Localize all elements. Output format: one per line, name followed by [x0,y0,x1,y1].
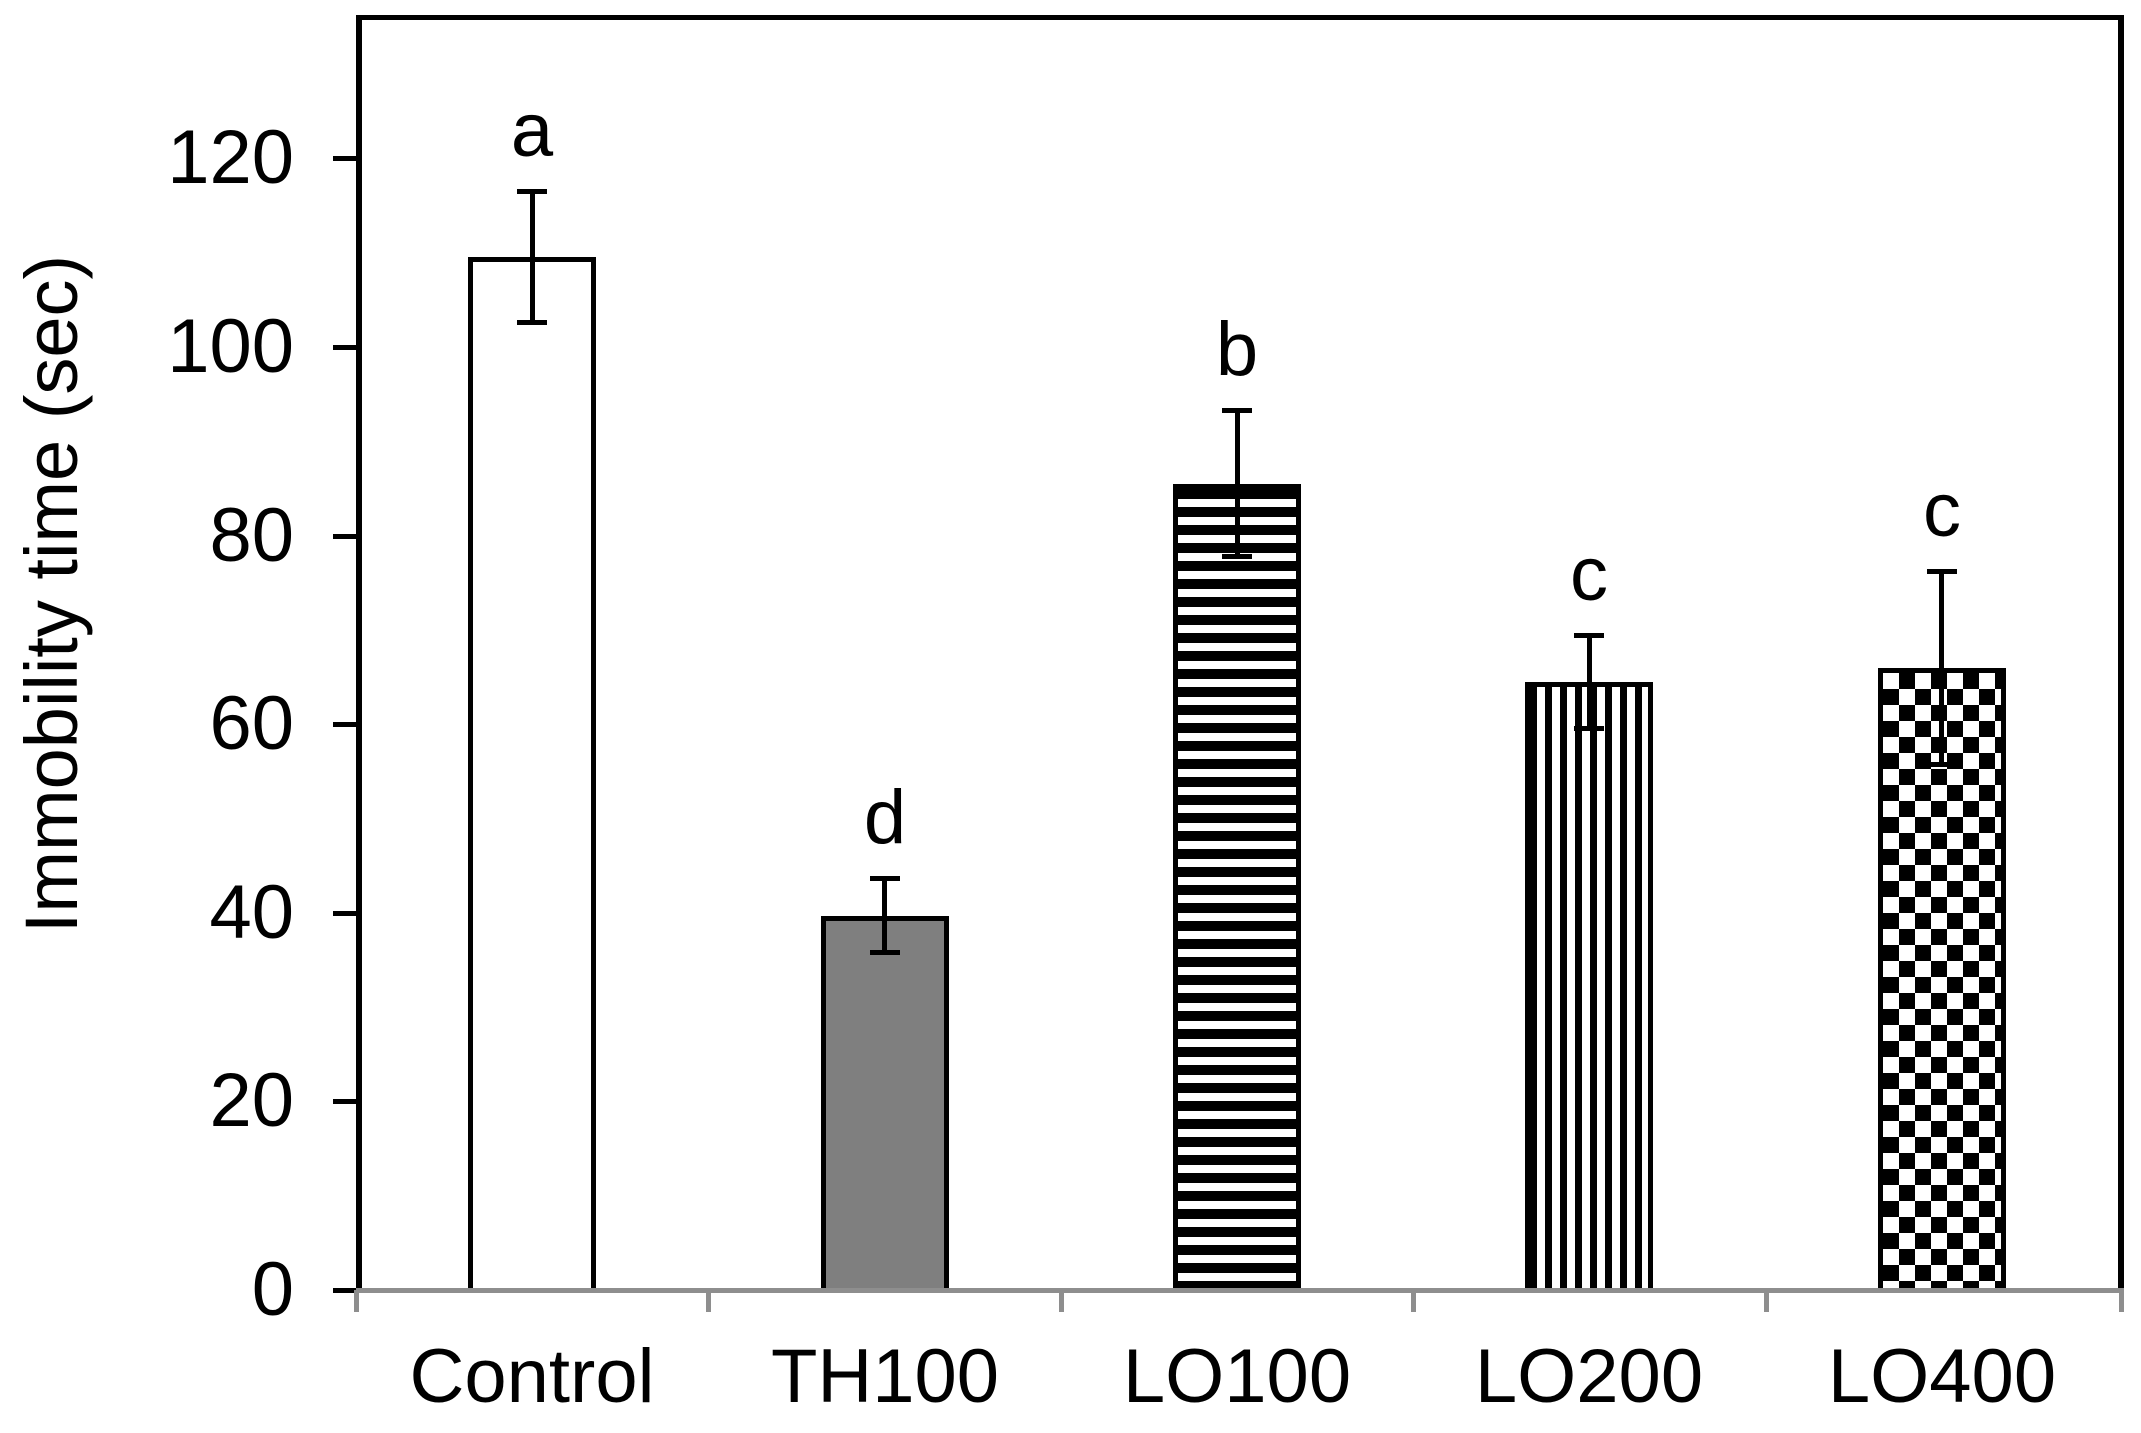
error-bar-cap-top [1222,408,1252,413]
bar-lo400 [1878,668,2006,1290]
y-axis-line [356,15,362,1290]
y-tick-label: 120 [167,115,294,200]
error-bar-cap-top [1927,569,1957,574]
y-tick-label: 0 [251,1247,294,1332]
error-bar-cap-top [1574,633,1604,638]
x-axis-line [356,1288,2124,1293]
significance-letter-lo400: c [1923,468,1961,553]
y-tick-mark [333,534,356,539]
y-tick-mark [333,911,356,916]
bar-th100 [821,916,949,1290]
x-axis-label-th100: TH100 [770,1334,1000,1419]
plot-border-top [356,15,2124,20]
x-tick-mark [1764,1290,1769,1312]
x-tick-mark [706,1290,711,1312]
x-tick-mark [2119,1290,2124,1312]
x-axis-label-control: Control [409,1334,655,1419]
y-tick-mark [333,722,356,727]
x-axis-label-lo100: LO100 [1122,1334,1352,1419]
bar-lo100 [1173,484,1301,1290]
significance-letter-lo200: c [1570,532,1608,617]
error-bar-cap-bottom [1927,762,1957,767]
error-bar-cap-bottom [1222,554,1252,559]
y-tick-mark [333,156,356,161]
bar-lo200 [1525,682,1653,1290]
error-bar-cap-bottom [870,950,900,955]
y-tick-label: 100 [167,304,294,389]
y-tick-label: 80 [209,493,294,578]
x-tick-mark [354,1290,359,1312]
x-axis-label-lo200: LO200 [1474,1334,1704,1419]
error-bar-lo400 [1939,571,1944,765]
y-tick-label: 20 [209,1058,294,1143]
y-tick-label: 40 [209,870,294,955]
error-bar-cap-top [517,189,547,194]
significance-letter-control: a [510,88,554,173]
error-bar-lo200 [1587,635,1592,729]
error-bar-control [530,191,535,323]
significance-letter-th100: d [863,775,907,860]
error-bar-cap-bottom [517,320,547,325]
error-bar-cap-bottom [1574,726,1604,731]
error-bar-th100 [882,878,887,953]
y-tick-label: 60 [209,681,294,766]
bar-control [468,257,596,1290]
plot-border-right [2118,15,2124,1293]
x-tick-mark [1411,1290,1416,1312]
significance-letter-lo100: b [1215,307,1259,392]
y-tick-mark [333,1288,356,1293]
error-bar-lo100 [1235,410,1240,557]
y-tick-mark [333,345,356,350]
x-axis-label-lo400: LO400 [1827,1334,2057,1419]
y-tick-mark [333,1099,356,1104]
x-tick-mark [1059,1290,1064,1312]
error-bar-cap-top [870,876,900,881]
